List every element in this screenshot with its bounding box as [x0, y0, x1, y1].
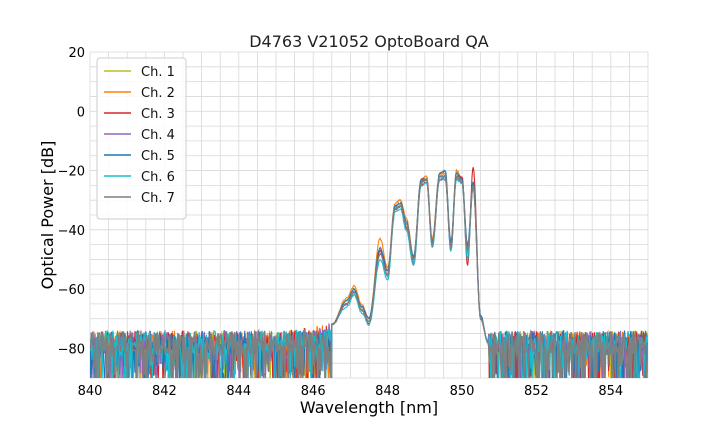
- x-tick-labels: 840 842 844 846 848 850 852 854: [78, 384, 624, 399]
- x-tick-label: 844: [226, 384, 251, 399]
- y-axis-title: Optical Power [dB]: [38, 141, 57, 290]
- series-line-ch-6: [90, 175, 648, 378]
- chart-title: D4763 V21052 OptoBoard QA: [249, 32, 489, 51]
- x-axis-title: Wavelength [nm]: [300, 398, 438, 417]
- x-tick-label: 846: [301, 384, 326, 399]
- x-tick-label: 848: [375, 384, 400, 399]
- x-tick-label: 842: [152, 384, 177, 399]
- y-tick-labels: −80 −60 −40 −20 0 20: [58, 46, 85, 357]
- y-tick-label: 0: [77, 105, 85, 120]
- legend-label: Ch. 4: [141, 128, 175, 143]
- legend: Ch. 1 Ch. 2 Ch. 3 Ch. 4 Ch. 5 Ch. 6 Ch. 7: [96, 57, 187, 220]
- series-group: [90, 167, 648, 378]
- y-tick-label: −60: [58, 283, 85, 298]
- series-line-ch-7: [90, 174, 648, 378]
- x-tick-label: 840: [78, 384, 103, 399]
- legend-label: Ch. 6: [141, 170, 175, 185]
- legend-label: Ch. 3: [141, 107, 175, 122]
- y-tick-label: −40: [58, 224, 85, 239]
- legend-label: Ch. 7: [141, 191, 175, 206]
- x-tick-label: 852: [524, 384, 549, 399]
- legend-box: [96, 57, 187, 220]
- y-tick-label: −80: [58, 342, 85, 357]
- x-tick-label: 850: [450, 384, 475, 399]
- legend-label: Ch. 5: [141, 149, 175, 164]
- legend-label: Ch. 1: [141, 65, 175, 80]
- y-tick-label: −20: [58, 165, 85, 180]
- y-tick-label: 20: [68, 46, 85, 61]
- legend-label: Ch. 2: [141, 86, 175, 101]
- x-tick-label: 854: [598, 384, 623, 399]
